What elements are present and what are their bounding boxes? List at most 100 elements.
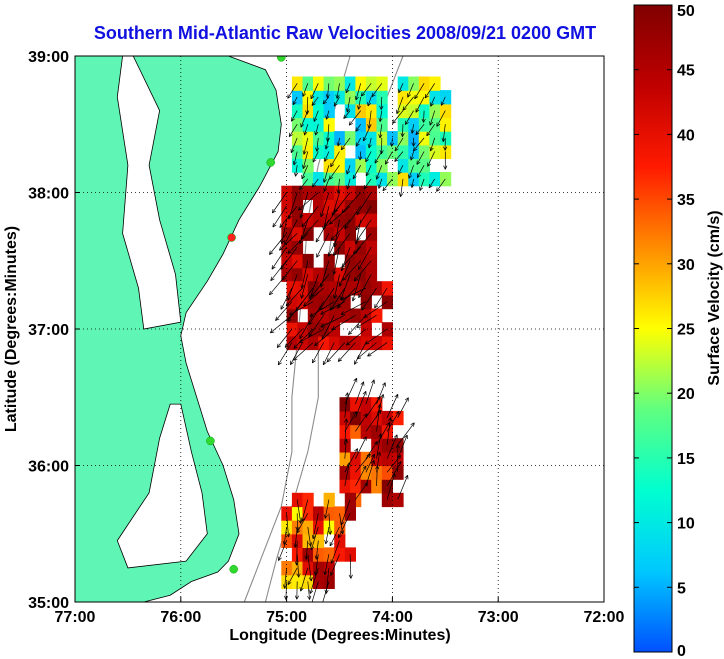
land-layer bbox=[75, 56, 282, 602]
velocity-arrow-head bbox=[354, 240, 357, 245]
velocity-arrow bbox=[356, 315, 377, 328]
velocity-arrow-head bbox=[324, 539, 327, 544]
velocity-arrow bbox=[340, 274, 351, 301]
velocity-arrow-head bbox=[340, 311, 344, 315]
velocity-cell bbox=[355, 131, 367, 146]
velocity-arrow-head bbox=[301, 176, 306, 180]
velocity-cell bbox=[313, 144, 325, 159]
velocity-arrow-head bbox=[347, 108, 350, 113]
velocity-arrow-head bbox=[287, 95, 292, 99]
velocity-arrow-head bbox=[299, 336, 304, 339]
velocity-cell bbox=[318, 308, 330, 323]
velocity-arrow bbox=[382, 178, 393, 192]
velocity-arrow-head bbox=[400, 132, 403, 137]
velocity-cell bbox=[365, 90, 378, 105]
velocity-arrow-head bbox=[423, 118, 426, 123]
velocity-cell bbox=[350, 465, 362, 480]
velocity-cell bbox=[318, 335, 330, 351]
velocity-arrow-head bbox=[353, 252, 358, 255]
velocity-arrow-head bbox=[293, 172, 296, 177]
velocity-arrow-head bbox=[348, 574, 352, 579]
velocity-arrow bbox=[430, 96, 436, 107]
velocity-cell bbox=[302, 158, 314, 173]
velocity-arrow-head bbox=[312, 159, 317, 163]
velocity-arrow-head bbox=[355, 96, 359, 101]
velocity-arrow-head bbox=[380, 410, 382, 415]
velocity-arrow-head bbox=[329, 222, 334, 225]
velocity-arrow-head bbox=[293, 344, 296, 349]
velocity-cell bbox=[291, 131, 304, 146]
velocity-arrow-head bbox=[404, 397, 409, 401]
velocity-arrow-head bbox=[327, 137, 330, 142]
velocity-cell bbox=[355, 117, 367, 132]
velocity-arrow-head bbox=[367, 101, 369, 107]
velocity-arrow-head bbox=[363, 316, 368, 318]
velocity-arrow bbox=[356, 342, 377, 360]
x-tick-label: 77:00 bbox=[55, 609, 96, 626]
velocity-cell bbox=[344, 90, 356, 105]
velocity-arrow bbox=[330, 554, 340, 576]
velocity-arrow-head bbox=[363, 413, 368, 417]
colorbar-tick-label: 0 bbox=[677, 643, 686, 659]
velocity-arrow bbox=[305, 540, 309, 560]
velocity-arrow-head bbox=[312, 360, 316, 364]
velocity-arrow bbox=[311, 342, 324, 364]
velocity-arrow bbox=[386, 473, 396, 500]
velocity-arrow-head bbox=[329, 530, 333, 535]
velocity-cell bbox=[334, 144, 346, 159]
velocity-arrow bbox=[280, 246, 298, 270]
velocity-arrow-head bbox=[281, 240, 285, 244]
velocity-arrow bbox=[374, 287, 388, 309]
velocity-arrow bbox=[334, 274, 340, 299]
velocity-arrow-head bbox=[300, 124, 305, 128]
velocity-cell bbox=[313, 76, 325, 91]
velocity-cell bbox=[355, 103, 367, 119]
velocity-arrow-head bbox=[382, 186, 385, 191]
velocity-arrow-head bbox=[320, 283, 324, 288]
velocity-arrow-head bbox=[362, 391, 367, 395]
velocity-cell bbox=[323, 267, 335, 282]
velocity-arrow-head bbox=[363, 138, 367, 142]
velocity-arrow bbox=[316, 137, 319, 152]
velocity-arrow-head bbox=[310, 603, 311, 607]
velocity-arrow-head bbox=[355, 227, 360, 231]
velocity-cell bbox=[381, 479, 393, 494]
velocity-arrow bbox=[302, 83, 309, 97]
velocity-arrow-head bbox=[355, 143, 360, 147]
velocity-arrow-head bbox=[351, 297, 354, 302]
velocity-arrow bbox=[281, 219, 287, 244]
velocity-arrow bbox=[308, 315, 324, 337]
velocity-arrow bbox=[371, 83, 383, 98]
velocity-arrow bbox=[356, 192, 372, 216]
velocity-arrow-head bbox=[394, 394, 399, 398]
velocity-arrow-head bbox=[413, 142, 416, 147]
velocity-arrow bbox=[341, 192, 361, 214]
velocity-arrow-head bbox=[321, 605, 324, 608]
velocity-cell bbox=[440, 172, 452, 187]
velocity-arrow bbox=[348, 315, 367, 335]
velocity-arrow-head bbox=[355, 240, 359, 245]
velocity-arrow bbox=[374, 151, 383, 164]
velocity-arrow-head bbox=[299, 587, 301, 592]
velocity-arrow-head bbox=[291, 118, 295, 122]
velocity-arrow-head bbox=[330, 238, 336, 241]
velocity-arrow-head bbox=[367, 355, 372, 357]
velocity-arrow-head bbox=[296, 595, 300, 600]
velocity-arrow-head bbox=[278, 362, 282, 366]
velocity-arrow bbox=[355, 465, 367, 487]
velocity-arrow bbox=[328, 513, 331, 535]
velocity-arrow bbox=[415, 96, 425, 113]
velocity-arrow-head bbox=[324, 145, 327, 150]
velocity-arrow-head bbox=[374, 305, 379, 309]
velocity-cell bbox=[339, 438, 351, 453]
velocity-arrow bbox=[303, 287, 324, 307]
velocity-arrow bbox=[346, 165, 351, 175]
velocity-cell bbox=[350, 424, 362, 439]
velocity-arrow-head bbox=[300, 587, 304, 592]
velocity-cell bbox=[408, 117, 420, 132]
velocity-cell bbox=[344, 103, 356, 119]
velocity-cell bbox=[429, 90, 441, 105]
velocity-cell bbox=[350, 451, 362, 467]
velocity-arrow bbox=[354, 342, 367, 365]
velocity-arrow bbox=[343, 110, 351, 119]
